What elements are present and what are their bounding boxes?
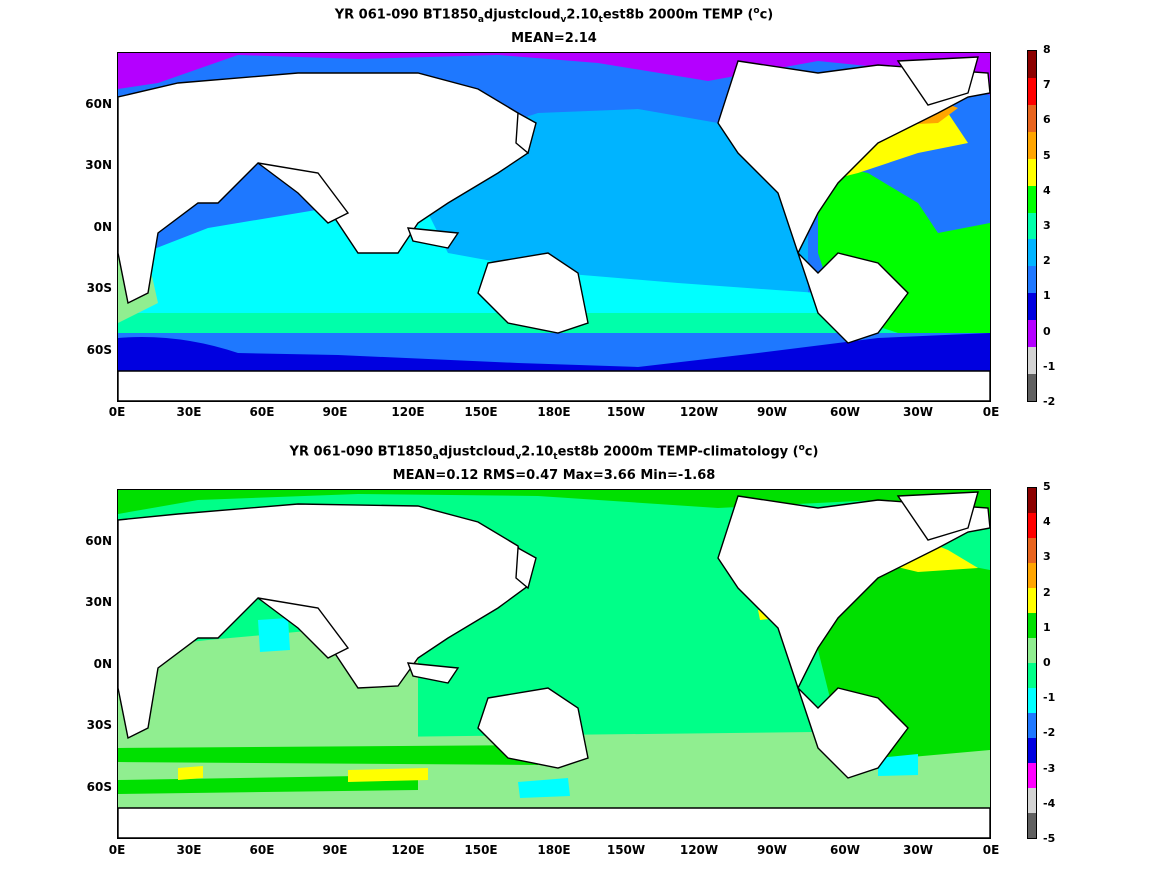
panel1-map — [117, 52, 991, 402]
panel1-lat-label-60s: 60S — [86, 343, 112, 357]
panel1-lon-label: 90E — [322, 405, 348, 419]
panel2-lon-label: 90E — [322, 843, 348, 857]
panel1-lon-label: 0E — [108, 405, 126, 419]
colorbar-tick-label: -2 — [1043, 395, 1056, 408]
panel2-colorbar — [1027, 487, 1037, 839]
colorbar-tick-label: -4 — [1043, 796, 1056, 810]
panel1-lon-label: 60W — [830, 405, 860, 419]
panel2-lon-label: 120W — [679, 843, 719, 857]
panel1-stats: MEAN=2.14 — [511, 31, 597, 46]
panel2-title: YR 061-090 BT1850adjustcloudv2.10test8b … — [289, 443, 819, 462]
colorbar-segment — [1028, 513, 1036, 538]
colorbar-tick-label: 1 — [1043, 289, 1051, 303]
colorbar-tick-label: 2 — [1043, 585, 1051, 599]
colorbar-segment — [1028, 663, 1036, 688]
colorbar-tick-label: -2 — [1043, 726, 1056, 740]
panel2-lon-label: 180E — [537, 843, 571, 857]
colorbar-tick-label: 0 — [1043, 324, 1051, 338]
panel2-lon-label: 0E — [108, 843, 126, 857]
colorbar-segment — [1028, 320, 1036, 348]
panel1-lon-label: 120W — [679, 405, 719, 419]
colorbar-segment — [1028, 374, 1036, 401]
panel2-lon-label: 30W — [903, 843, 933, 857]
panel1-lon-label: 150E — [464, 405, 498, 419]
panel1-lat-label-30s: 30S — [86, 281, 112, 295]
panel2-lon-label: 60E — [249, 843, 275, 857]
colorbar-segment — [1028, 713, 1036, 738]
colorbar-segment — [1028, 51, 1036, 78]
colorbar-tick-label: -5 — [1043, 832, 1056, 845]
panel1-lat-label-60n: 60N — [85, 97, 112, 111]
colorbar-segment — [1028, 588, 1036, 613]
panel2-lat-label-0n: 0N — [93, 657, 112, 671]
colorbar-tick-label: 1 — [1043, 620, 1051, 634]
colorbar-segment — [1028, 131, 1036, 159]
panel2-lat-label-30n: 30N — [85, 595, 112, 609]
panel2-lon-label: 150E — [464, 843, 498, 857]
colorbar-segment — [1028, 293, 1036, 321]
panel2-lon-label: 90W — [757, 843, 787, 857]
panel1-lon-label: 180E — [537, 405, 571, 419]
colorbar-tick-label: 4 — [1043, 183, 1051, 197]
panel2-map — [117, 489, 991, 839]
panel1-title: YR 061-090 BT1850adjustcloudv2.10test8b … — [334, 6, 774, 25]
panel1-lon-label: 150W — [606, 405, 646, 419]
colorbar-segment — [1028, 212, 1036, 240]
colorbar-tick-label: 2 — [1043, 254, 1051, 268]
colorbar-tick-label: 8 — [1043, 43, 1051, 56]
panel2-lon-label: 120E — [391, 843, 425, 857]
panel1-lon-label: 60E — [249, 405, 275, 419]
panel1-colorbar — [1027, 50, 1037, 402]
panel2-lon-label: 60W — [830, 843, 860, 857]
panel1-lon-label: 0E — [982, 405, 1000, 419]
colorbar-segment — [1028, 563, 1036, 588]
panel1-lon-label: 30E — [176, 405, 202, 419]
colorbar-segment — [1028, 266, 1036, 294]
panel2-lat-label-60s: 60S — [86, 780, 112, 794]
colorbar-segment — [1028, 488, 1036, 513]
colorbar-segment — [1028, 104, 1036, 132]
colorbar-segment — [1028, 538, 1036, 563]
colorbar-segment — [1028, 688, 1036, 713]
colorbar-tick-label: 5 — [1043, 148, 1051, 162]
colorbar-tick-label: -3 — [1043, 761, 1056, 775]
colorbar-tick-label: 6 — [1043, 113, 1051, 127]
colorbar-tick-label: 3 — [1043, 550, 1051, 564]
colorbar-tick-label: 7 — [1043, 78, 1051, 92]
colorbar-segment — [1028, 788, 1036, 813]
panel2-lon-label: 0E — [982, 843, 1000, 857]
colorbar-segment — [1028, 77, 1036, 105]
colorbar-segment — [1028, 239, 1036, 267]
colorbar-tick-label: -1 — [1043, 359, 1056, 373]
panel1-lon-label: 30W — [903, 405, 933, 419]
panel2-stats: MEAN=0.12 RMS=0.47 Max=3.66 Min=-1.68 — [392, 468, 716, 483]
colorbar-tick-label: 0 — [1043, 656, 1051, 669]
colorbar-segment — [1028, 185, 1036, 213]
panel1-lat-label-30n: 30N — [85, 158, 112, 172]
panel2-lat-label-60n: 60N — [85, 534, 112, 548]
colorbar-segment — [1028, 158, 1036, 186]
colorbar-segment — [1028, 613, 1036, 638]
colorbar-segment — [1028, 738, 1036, 763]
panel1-lat-label-0n: 0N — [93, 220, 112, 234]
panel1-lon-label: 90W — [757, 405, 787, 419]
colorbar-segment — [1028, 763, 1036, 788]
colorbar-segment — [1028, 347, 1036, 375]
panel2-lat-label-30s: 30S — [86, 718, 112, 732]
panel2-lon-label: 30E — [176, 843, 202, 857]
colorbar-tick-label: 5 — [1043, 480, 1051, 493]
panel2-lon-label: 150W — [606, 843, 646, 857]
colorbar-tick-label: 3 — [1043, 219, 1051, 232]
panel1-lon-label: 120E — [391, 405, 425, 419]
colorbar-tick-label: 4 — [1043, 515, 1051, 529]
colorbar-segment — [1028, 638, 1036, 663]
colorbar-tick-label: -1 — [1043, 691, 1056, 705]
colorbar-segment — [1028, 813, 1036, 838]
